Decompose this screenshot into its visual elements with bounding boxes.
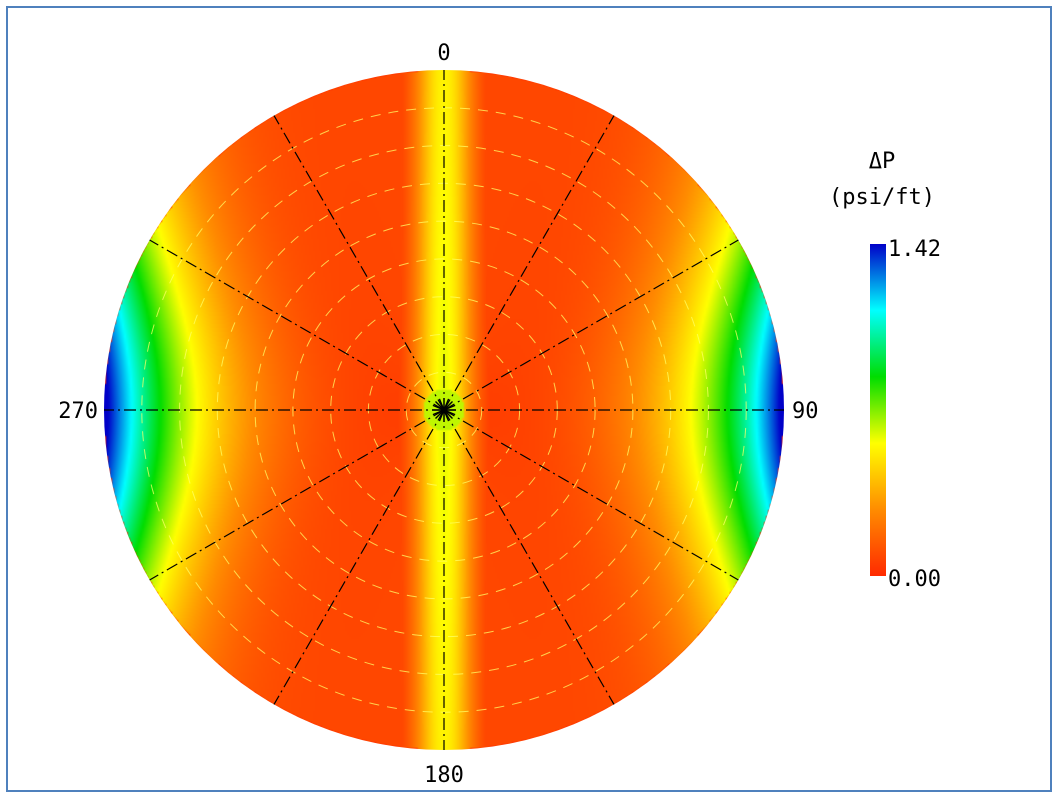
angular-tick-labels: 0 90 180 270	[58, 41, 818, 788]
colorbar-title-line1: ΔP	[869, 149, 896, 174]
chart-frame: 0 90 180 270 ΔP (psi/ft) 1.42 0.00	[6, 6, 1052, 792]
polar-heatmap-chart: 0 90 180 270 ΔP (psi/ft) 1.42 0.00	[58, 41, 941, 788]
angle-label-270: 270	[58, 399, 98, 424]
colorbar-max-label: 1.42	[888, 237, 941, 262]
colorbar-title-line2: (psi/ft)	[829, 185, 935, 210]
colorbar: ΔP (psi/ft) 1.42 0.00	[829, 149, 941, 592]
angle-label-0: 0	[437, 41, 450, 66]
center-marker	[432, 398, 456, 422]
radial-spokes	[104, 70, 784, 750]
colorbar-gradient	[870, 244, 886, 576]
ring-5	[254, 220, 634, 600]
angle-label-90: 90	[792, 399, 819, 424]
ring-1	[405, 371, 483, 449]
colorbar-min-label: 0.00	[888, 567, 941, 592]
angle-label-180: 180	[424, 763, 464, 788]
center-star-line	[438, 398, 450, 422]
polar-disc	[104, 70, 784, 750]
ring-4	[292, 258, 596, 562]
